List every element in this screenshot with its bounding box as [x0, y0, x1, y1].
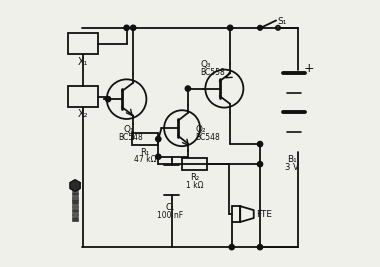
Circle shape [229, 245, 234, 250]
Text: X₂: X₂ [78, 109, 88, 119]
Circle shape [156, 154, 161, 159]
Circle shape [258, 25, 263, 30]
Bar [68, 33, 98, 54]
Bar [72, 209, 78, 212]
Text: R₂: R₂ [190, 173, 199, 182]
Bar [72, 200, 78, 204]
Bar [232, 206, 240, 222]
Bar [72, 205, 78, 208]
Circle shape [257, 142, 263, 147]
Bar [72, 213, 78, 217]
Text: Q₃: Q₃ [201, 60, 211, 69]
Text: BC548: BC548 [118, 133, 143, 142]
Bar [72, 188, 78, 191]
Text: S₁: S₁ [278, 17, 287, 26]
Text: 47 kΩ: 47 kΩ [134, 155, 156, 164]
Circle shape [257, 162, 263, 167]
Circle shape [124, 25, 129, 30]
Text: R₁: R₁ [141, 148, 150, 157]
Bar [72, 192, 78, 195]
Circle shape [185, 86, 190, 91]
Bar [72, 196, 78, 199]
Circle shape [156, 136, 161, 142]
Text: X₁: X₁ [78, 57, 88, 67]
Bar [68, 86, 98, 107]
Text: BC558: BC558 [201, 68, 225, 77]
Circle shape [131, 25, 136, 30]
Text: FTE: FTE [256, 210, 272, 219]
Text: Q₁: Q₁ [124, 125, 135, 134]
Text: +: + [304, 62, 314, 75]
Text: C₁: C₁ [166, 203, 175, 212]
Text: Q₂: Q₂ [195, 125, 206, 134]
Circle shape [228, 25, 233, 30]
Circle shape [105, 96, 111, 102]
Text: BC548: BC548 [195, 133, 220, 142]
Bar [182, 158, 207, 171]
Circle shape [257, 245, 263, 250]
Text: B₁: B₁ [287, 155, 297, 164]
Bar [72, 217, 78, 221]
Bar [132, 133, 158, 146]
Text: 3 V: 3 V [285, 163, 299, 172]
Text: 1 kΩ: 1 kΩ [186, 180, 203, 190]
Text: 100 nF: 100 nF [157, 211, 183, 220]
Polygon shape [70, 180, 80, 191]
